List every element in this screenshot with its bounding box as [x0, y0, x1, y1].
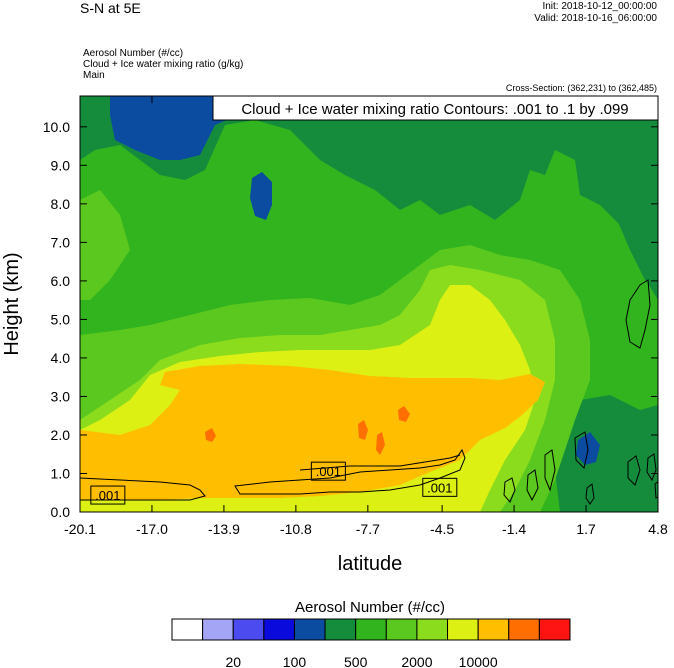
contour-line [80, 477, 206, 501]
colorbar-box [293, 618, 326, 641]
x-tick-label: 1.7 [576, 521, 596, 537]
contour-labels: .001 .001 .001 [90, 461, 458, 505]
field-aerosol: Aerosol Number (#/cc) [83, 48, 184, 59]
contour-line [646, 453, 657, 482]
y-tick-label: 5.0 [51, 311, 71, 327]
valid-time: Valid: 2018-10-16_06:00:00 [534, 13, 657, 24]
field-orange [80, 364, 545, 500]
x-tick-label: -13.9 [208, 521, 240, 537]
colorbar-box [232, 618, 265, 641]
colorbar-label: 500 [344, 654, 368, 668]
y-tick-label: 9.0 [51, 157, 71, 173]
field-dark-blue-blob [250, 172, 272, 220]
y-tick-label: 3.0 [51, 388, 71, 404]
field-light-green-left [80, 190, 130, 300]
contour-line [299, 454, 461, 471]
colorbar-box [538, 618, 571, 641]
x-tick-label: 4.8 [648, 521, 668, 537]
colorbar-boxes [171, 618, 571, 641]
x-axis-label: latitude [338, 553, 403, 575]
y-tick-label: 7.0 [51, 234, 71, 250]
x-tick-label: -7.7 [356, 521, 380, 537]
colorbar-box [508, 618, 540, 641]
contour-label-box [310, 461, 346, 481]
contour-legend-text: Cloud + Ice water mixing ratio Contours:… [241, 101, 628, 118]
plot-title: S-N at 5E [80, 0, 141, 16]
y-tick-label: 8.0 [51, 196, 71, 212]
contour-line [585, 483, 595, 505]
field-dark-orange-4 [376, 432, 385, 455]
colorbar-label: 20 [225, 654, 241, 668]
x-tick-label: -17.0 [136, 521, 168, 537]
y-axis: 0.0 1.0 2.0 3.0 4.0 5.0 6.0 7.0 8.0 9.0 10.0 [43, 119, 658, 520]
colorbar-box [355, 618, 387, 641]
y-tick-label: 10.0 [43, 119, 70, 135]
y-tick-label: 6.0 [51, 273, 71, 289]
colorbar-box [263, 618, 295, 641]
colorbar-box [171, 618, 204, 641]
cross-section-info: Cross-Section: (362,231) to (362,485) [505, 83, 657, 93]
colorbar-label: 100 [283, 654, 307, 668]
y-tick-label: 2.0 [51, 427, 71, 443]
contour-legend-box [212, 95, 659, 121]
y-tick-label: 0.0 [51, 504, 71, 520]
x-tick-label: -1.4 [502, 521, 526, 537]
contour-line [627, 455, 641, 486]
contour-line [654, 480, 658, 499]
contour-label: .001 [427, 480, 452, 495]
field-description: Aerosol Number (#/cc) Cloud + Ice water … [83, 48, 243, 81]
colorbar-title: Aerosol Number (#/cc) [295, 599, 445, 616]
y-tick-label: 1.0 [51, 465, 71, 481]
x-tick-label: -4.5 [430, 521, 454, 537]
contour-label-box [90, 485, 126, 505]
aerosol-field [80, 96, 658, 512]
y-tick-label: 4.0 [51, 350, 71, 366]
colorbar-box [477, 618, 510, 641]
colorbar-labels: 20 100 500 2000 10000 [225, 654, 497, 668]
cloud-ice-contours [80, 279, 658, 505]
colorbar-box [416, 618, 449, 641]
colorbar-box [324, 618, 357, 641]
x-tick-label: -10.8 [280, 521, 312, 537]
colorbar-box [385, 618, 418, 641]
contour-line [526, 469, 539, 502]
colorbar-label: 10000 [459, 654, 498, 668]
colorbar-box [447, 618, 479, 641]
contour-line [503, 477, 516, 503]
init-time: Init: 2018-10-12_00:00:00 [542, 1, 657, 12]
contour-line [234, 448, 466, 495]
x-axis: -20.1 -17.0 -13.9 -10.8 -7.7 -4.5 -1.4 1.7 4.8 [64, 96, 668, 537]
contour-line [625, 279, 651, 349]
field-dark-orange-3 [398, 406, 410, 422]
colorbar-label: 2000 [401, 654, 432, 668]
contour-legend: Cloud + Ice water mixing ratio Contours:… [212, 95, 659, 121]
contour-line [574, 431, 589, 469]
colorbar: Aerosol Number (#/cc) 20 100 500 2000 10000 [171, 599, 571, 668]
contour-line [544, 449, 556, 492]
colorbar-box [202, 618, 234, 641]
y-axis-label: Height (km) [1, 252, 23, 355]
field-main: Main [83, 70, 105, 81]
time-info: Init: 2018-10-12_00:00:00 Valid: 2018-10… [534, 1, 657, 25]
contour-label-box [422, 477, 458, 497]
field-dark-green-upper [80, 96, 658, 300]
x-tick-label: -20.1 [64, 521, 96, 537]
field-dark-green-right [605, 110, 658, 290]
field-dark-orange-1 [205, 428, 216, 442]
field-cloud-ice: Cloud + Ice water mixing ratio (g/kg) [83, 59, 244, 70]
contour-label: .001 [95, 488, 120, 503]
field-dark-orange-2 [358, 420, 368, 440]
contour-label: .001 [316, 464, 341, 479]
